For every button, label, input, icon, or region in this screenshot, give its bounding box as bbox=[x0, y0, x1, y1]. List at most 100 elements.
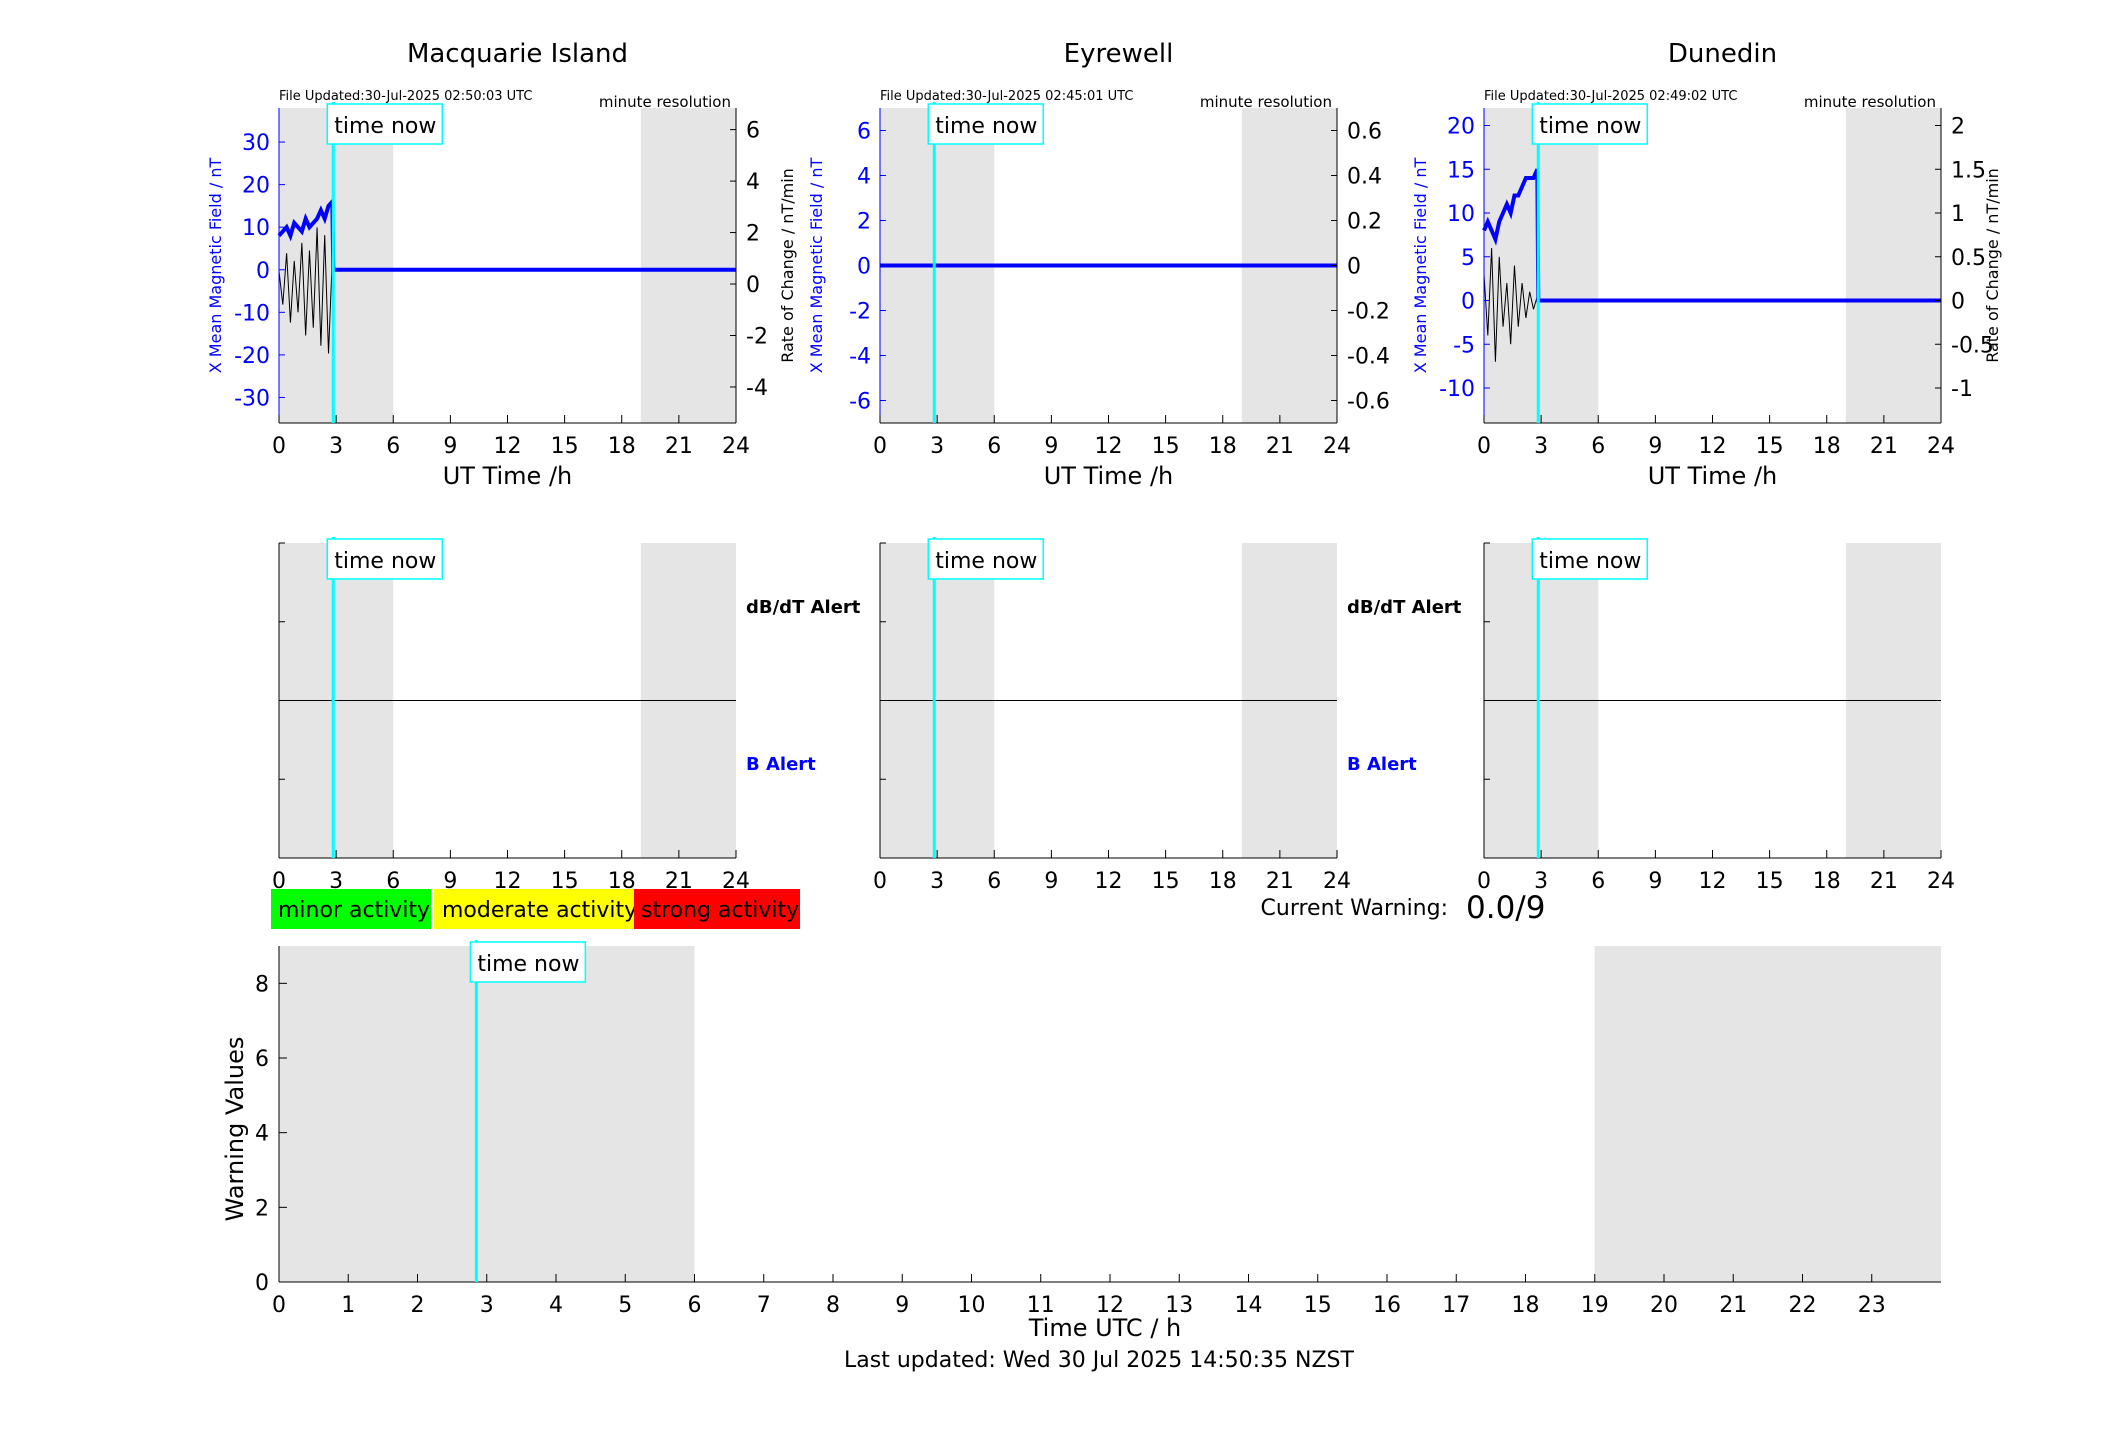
y-left-tick-label: -6 bbox=[849, 390, 871, 415]
x-tick-label: 0 bbox=[272, 434, 286, 459]
rate-of-change-line bbox=[278, 227, 334, 354]
shaded-region bbox=[1594, 946, 1941, 1282]
legend-minor-swatch bbox=[271, 889, 431, 929]
time-now-box bbox=[326, 538, 444, 580]
shaded-region bbox=[640, 108, 736, 423]
y-right-tick-label: 0 bbox=[746, 273, 760, 298]
y-left-tick-label: 0 bbox=[256, 259, 270, 284]
x-tick-label: 12 bbox=[1095, 869, 1123, 894]
x-tick-label: 17 bbox=[1442, 1293, 1470, 1318]
x-tick-label: 15 bbox=[1756, 434, 1784, 459]
x-tick-label: 3 bbox=[1534, 869, 1548, 894]
x-tick-label: 18 bbox=[1813, 869, 1841, 894]
y-left-tick-label: 20 bbox=[242, 174, 270, 199]
x-tick-label: 0 bbox=[272, 1293, 286, 1318]
x-tick-label: 23 bbox=[1858, 1293, 1886, 1318]
y-tick-label: 8 bbox=[255, 972, 269, 997]
x-tick-label: 18 bbox=[1209, 434, 1237, 459]
y-left-tick-label: 15 bbox=[1447, 158, 1475, 183]
y-right-tick-label: -0.4 bbox=[1347, 345, 1390, 370]
y-left-axis-label: X Mean Magnetic Field / nT bbox=[206, 158, 225, 374]
rate-of-change-line bbox=[1483, 247, 1539, 362]
x-tick-label: 9 bbox=[1648, 869, 1662, 894]
resolution-label: minute resolution bbox=[1200, 93, 1332, 111]
x-tick-label: 16 bbox=[1373, 1293, 1401, 1318]
x-tick-label: 6 bbox=[987, 869, 1001, 894]
shaded-region bbox=[1845, 108, 1941, 423]
y-left-tick-label: -30 bbox=[234, 386, 270, 411]
y-right-axis-label: Rate of Change / nT/min bbox=[1983, 168, 2002, 363]
x-tick-label: 14 bbox=[1235, 1293, 1263, 1318]
x-tick-label: 7 bbox=[757, 1293, 771, 1318]
x-tick-label: 18 bbox=[1813, 434, 1841, 459]
x-tick-label: 6 bbox=[987, 434, 1001, 459]
y-tick-label: 2 bbox=[255, 1196, 269, 1221]
x-tick-label: 15 bbox=[1756, 869, 1784, 894]
x-tick-label: 3 bbox=[930, 869, 944, 894]
y-left-tick-label: -20 bbox=[234, 344, 270, 369]
y-left-tick-label: 10 bbox=[242, 216, 270, 241]
x-tick-label: 6 bbox=[1591, 869, 1605, 894]
y-left-axis-label: X Mean Magnetic Field / nT bbox=[807, 158, 826, 374]
x-tick-label: 3 bbox=[930, 434, 944, 459]
b-alert-label: B Alert bbox=[1347, 754, 1417, 775]
y-right-tick-label: 0 bbox=[1951, 290, 1965, 315]
x-tick-label: 6 bbox=[386, 869, 400, 894]
x-tick-label: 8 bbox=[826, 1293, 840, 1318]
x-tick-label: 1 bbox=[341, 1293, 355, 1318]
x-tick-label: 21 bbox=[1266, 434, 1294, 459]
last-updated: Last updated: Wed 30 Jul 2025 14:50:35 N… bbox=[844, 1348, 1354, 1373]
y-axis-label: Warning Values bbox=[221, 1037, 249, 1222]
y-left-tick-label: -2 bbox=[849, 300, 871, 325]
time-now-box bbox=[927, 103, 1045, 145]
file-updated-text: File Updated:30-Jul-2025 02:50:03 UTC bbox=[279, 89, 532, 104]
x-tick-label: 22 bbox=[1789, 1293, 1817, 1318]
time-now-label: time now bbox=[334, 549, 436, 574]
x-tick-label: 3 bbox=[480, 1293, 494, 1318]
legend-moderate-label: moderate activity bbox=[442, 898, 637, 923]
y-right-tick-label: 0.6 bbox=[1347, 120, 1382, 145]
y-left-tick-label: 20 bbox=[1447, 115, 1475, 140]
y-left-tick-label: 5 bbox=[1461, 246, 1475, 271]
y-right-tick-label: -0.5 bbox=[1951, 333, 1994, 358]
x-tick-label: 24 bbox=[1323, 869, 1351, 894]
y-right-tick-label: -0.2 bbox=[1347, 300, 1390, 325]
shaded-region bbox=[279, 946, 695, 1282]
y-right-tick-label: -0.6 bbox=[1347, 390, 1390, 415]
x-tick-label: 12 bbox=[494, 434, 522, 459]
y-right-tick-label: 6 bbox=[746, 119, 760, 144]
file-updated-text: File Updated:30-Jul-2025 02:45:01 UTC bbox=[880, 89, 1133, 104]
y-right-tick-label: 0.2 bbox=[1347, 210, 1382, 235]
time-now-box bbox=[927, 538, 1045, 580]
y-right-tick-label: 4 bbox=[746, 170, 760, 195]
y-left-tick-label: 30 bbox=[242, 131, 270, 156]
time-now-label: time now bbox=[334, 114, 436, 139]
x-tick-label: 0 bbox=[873, 434, 887, 459]
x-tick-label: 12 bbox=[1699, 434, 1727, 459]
x-tick-label: 12 bbox=[1095, 434, 1123, 459]
x-axis-label: UT Time /h bbox=[1648, 462, 1778, 490]
x-tick-label: 6 bbox=[1591, 434, 1605, 459]
x-tick-label: 21 bbox=[1719, 1293, 1747, 1318]
x-tick-label: 11 bbox=[1027, 1293, 1055, 1318]
x-tick-label: 3 bbox=[1534, 434, 1548, 459]
time-now-label: time now bbox=[935, 549, 1037, 574]
y-right-tick-label: -4 bbox=[746, 376, 768, 401]
x-tick-label: 0 bbox=[1477, 434, 1491, 459]
x-axis-label: UT Time /h bbox=[1044, 462, 1174, 490]
y-left-tick-label: 6 bbox=[857, 120, 871, 145]
panel-5: 0 3 6 9 12 15 18 21 24 time now bbox=[1477, 537, 1955, 894]
x-tick-label: 21 bbox=[665, 434, 693, 459]
y-right-tick-label: 1 bbox=[1951, 202, 1965, 227]
x-tick-label: 9 bbox=[1648, 434, 1662, 459]
x-tick-label: 15 bbox=[1304, 1293, 1332, 1318]
x-tick-label: 21 bbox=[1870, 434, 1898, 459]
activity-legend: minor activity moderate activity strong … bbox=[271, 889, 800, 929]
x-tick-label: 6 bbox=[386, 434, 400, 459]
x-tick-label: 0 bbox=[873, 869, 887, 894]
legend-strong-swatch bbox=[634, 889, 800, 929]
legend-moderate-swatch bbox=[434, 889, 634, 929]
